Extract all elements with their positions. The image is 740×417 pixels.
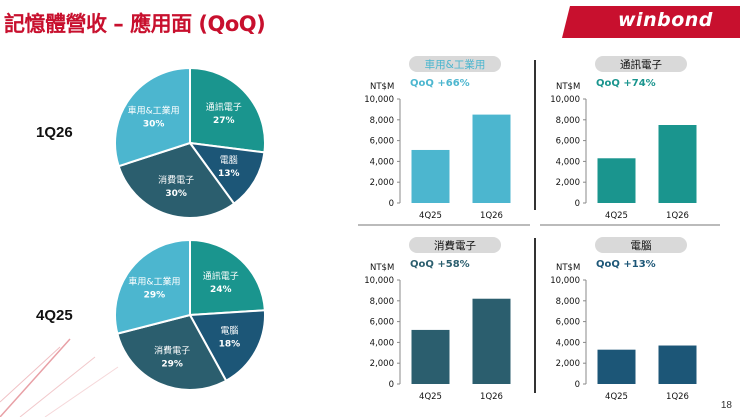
x-tick-label: 1Q26 — [666, 211, 689, 221]
pie-slice-percent: 13% — [218, 169, 240, 179]
x-tick-label: 1Q26 — [480, 392, 503, 402]
horizontal-divider-right — [540, 224, 720, 226]
pie-slice — [116, 313, 228, 391]
pie-slice-percent: 24% — [210, 285, 232, 295]
decorative-swoosh — [0, 338, 119, 417]
bar — [411, 149, 450, 203]
pie-slice-label: 通訊電子 — [203, 270, 239, 282]
y-tick-label: 8,000 — [556, 297, 580, 307]
panel-title: 電腦 — [631, 239, 652, 252]
y-axis-unit-label: NT$M — [556, 82, 580, 92]
bar — [411, 329, 450, 384]
y-axis-unit-label: NT$M — [370, 82, 394, 92]
vertical-divider-bottom — [534, 238, 536, 393]
pie-slice — [117, 141, 236, 219]
pie-slice-percent: 18% — [219, 340, 241, 350]
y-tick-label: 4,000 — [370, 338, 394, 348]
bar — [597, 158, 636, 203]
y-tick-label: 2,000 — [556, 178, 580, 188]
pie-slice-percent: 30% — [143, 120, 165, 130]
panel-title-pill — [595, 237, 687, 253]
pie-slice-percent: 27% — [213, 116, 235, 126]
bar-chart-automotive-industrial: 車用&工業用 QoQ +66% NT$M 0 2,000 4,000 6,000 8,000 1… — [364, 56, 511, 221]
pie-slice — [189, 238, 266, 317]
panel-title: 通訊電子 — [620, 58, 662, 71]
bar — [597, 349, 636, 384]
page-number: 18 — [720, 400, 732, 411]
pie-chart-1q26: 通訊電子 27% 電腦 13% 消費電子 30% 車用&工業用 30% — [114, 66, 266, 219]
qoq-growth-label: QoQ +58% — [410, 259, 470, 270]
y-tick-label: 10,000 — [550, 276, 580, 286]
x-tick-label: 4Q25 — [419, 211, 442, 221]
bar — [472, 114, 511, 203]
y-tick-label: 6,000 — [370, 318, 394, 328]
x-tick-label: 4Q25 — [605, 211, 628, 221]
bar-chart-communication: 通訊電子 QoQ +74% NT$M 0 2,000 4,000 6,000 8,000 10,… — [550, 56, 697, 221]
panel-title: 車用&工業用 — [425, 58, 486, 71]
y-tick-label: 0 — [575, 380, 580, 390]
x-tick-label: 1Q26 — [666, 392, 689, 402]
bar — [658, 125, 697, 203]
y-tick-label: 2,000 — [370, 178, 394, 188]
y-tick-label: 6,000 — [556, 318, 580, 328]
x-tick-label: 4Q25 — [605, 392, 628, 402]
x-tick-label: 4Q25 — [419, 392, 442, 402]
pie-slice — [114, 66, 191, 168]
slide-title: 記憶體營收 – 應用面 (QoQ) — [4, 12, 266, 36]
y-tick-label: 10,000 — [550, 95, 580, 105]
winbond-logo: winbond — [618, 9, 713, 31]
pie-slice-label: 車用&工業用 — [128, 275, 180, 287]
y-tick-label: 6,000 — [556, 137, 580, 147]
qoq-growth-label: QoQ +66% — [410, 78, 470, 89]
logo-band — [562, 6, 740, 38]
x-tick-label: 1Q26 — [480, 211, 503, 221]
y-tick-label: 8,000 — [370, 116, 394, 126]
pie-slice — [187, 141, 266, 206]
pie-slice-label: 通訊電子 — [206, 101, 242, 113]
panel-title-pill — [595, 56, 687, 72]
period-label-1q26: 1Q26 — [36, 124, 73, 141]
pie-slice-percent: 29% — [144, 290, 166, 300]
pie-slice-label: 消費電子 — [154, 344, 190, 356]
pie-chart-4q25: 通訊電子 24% 電腦 18% 消費電子 29% 車用&工業用 29% — [114, 238, 266, 391]
panel-title: 消費電子 — [434, 239, 476, 252]
y-tick-label: 2,000 — [370, 359, 394, 369]
pie-slice — [188, 309, 266, 383]
pie-slice-label: 電腦 — [220, 154, 238, 166]
y-tick-label: 4,000 — [556, 338, 580, 348]
y-tick-label: 8,000 — [370, 297, 394, 307]
panel-title-pill — [409, 237, 501, 253]
y-axis-unit-label: NT$M — [370, 263, 394, 273]
pie-slice-label: 車用&工業用 — [128, 105, 180, 117]
pie-slice — [114, 238, 191, 335]
bar-chart-consumer: 消費電子 QoQ +58% NT$M 0 2,000 4,000 6,000 8,000 10,… — [364, 237, 511, 402]
y-tick-label: 10,000 — [364, 95, 394, 105]
pie-slice-label: 消費電子 — [158, 174, 194, 186]
y-tick-label: 2,000 — [556, 359, 580, 369]
bar — [658, 345, 697, 384]
y-tick-label: 0 — [389, 199, 394, 209]
y-tick-label: 8,000 — [556, 116, 580, 126]
horizontal-divider-left — [358, 224, 530, 226]
y-axis-unit-label: NT$M — [556, 263, 580, 273]
y-tick-label: 4,000 — [370, 157, 394, 167]
y-tick-label: 4,000 — [556, 157, 580, 167]
pie-slice-percent: 29% — [161, 359, 183, 369]
y-tick-label: 10,000 — [364, 276, 394, 286]
pie-slice-percent: 30% — [165, 189, 187, 199]
vertical-divider-top — [534, 60, 536, 210]
period-label-4q25: 4Q25 — [36, 307, 73, 324]
bar-chart-computer: 電腦 QoQ +13% NT$M 0 2,000 4,000 6,000 8,000 10,00… — [550, 237, 697, 402]
y-tick-label: 0 — [389, 380, 394, 390]
pie-slice — [189, 66, 266, 154]
pie-slice-label: 電腦 — [220, 325, 238, 337]
panel-title-pill — [409, 56, 501, 72]
bar — [472, 298, 511, 384]
qoq-growth-label: QoQ +74% — [596, 78, 656, 89]
y-tick-label: 0 — [575, 199, 580, 209]
qoq-growth-label: QoQ +13% — [596, 259, 656, 270]
y-tick-label: 6,000 — [370, 137, 394, 147]
